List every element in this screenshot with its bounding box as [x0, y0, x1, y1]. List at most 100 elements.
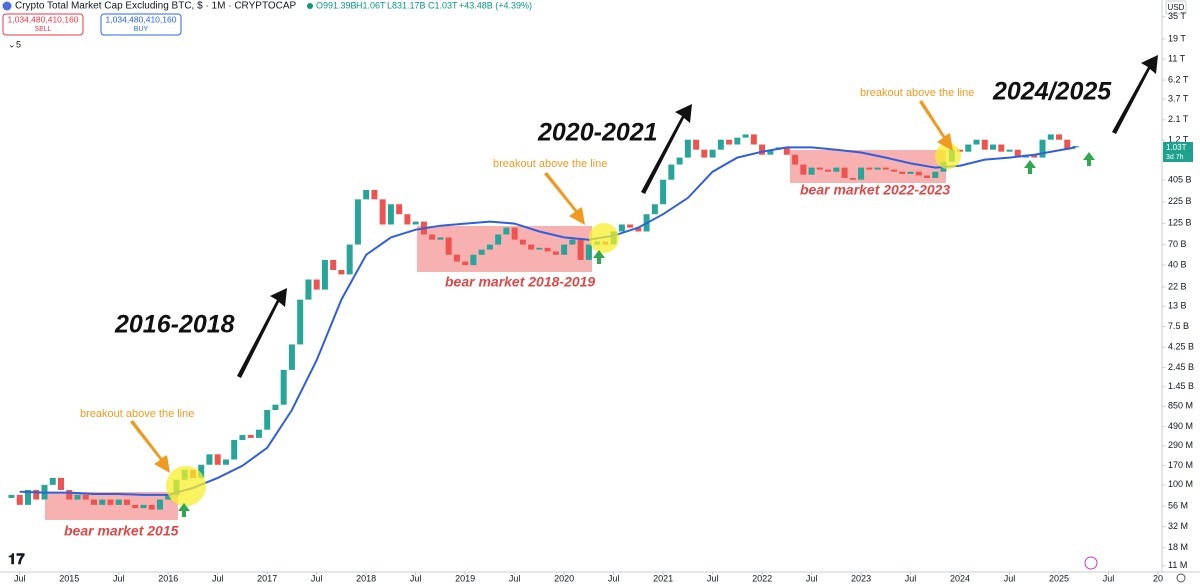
buy-button[interactable]: [100, 13, 182, 36]
candle: [660, 179, 667, 205]
candle: [371, 189, 378, 200]
y-tick-label: 2.45 B: [1168, 362, 1194, 372]
y-tick-label: 3.7 T: [1168, 93, 1189, 103]
quote-high: H1.06T: [356, 0, 386, 10]
settings-icon[interactable]: [1176, 573, 1186, 583]
candle: [404, 214, 411, 225]
candle: [305, 279, 312, 300]
sell-button[interactable]: [2, 13, 84, 36]
x-tick-label: 2025: [1049, 573, 1069, 583]
symbol-icon: [2, 1, 12, 11]
candle: [1056, 134, 1063, 140]
candle: [973, 139, 980, 145]
candle: [272, 404, 279, 410]
candle: [132, 504, 139, 509]
candle: [453, 254, 460, 262]
breakout-label: breakout above the line: [80, 408, 194, 420]
y-tick-label: 6.2 T: [1168, 74, 1189, 84]
up-marker: [1083, 152, 1095, 166]
breakout-arrow: [919, 100, 953, 151]
y-tick-label: 225 B: [1168, 196, 1192, 206]
candle: [734, 137, 741, 145]
x-tick-label: Jul: [113, 573, 125, 583]
trend-arrow: [237, 288, 287, 378]
indicators-count[interactable]: 5: [16, 39, 21, 49]
candle: [990, 144, 997, 150]
candle: [998, 144, 1005, 152]
candle: [750, 134, 757, 145]
breakout-label: breakout above the line: [860, 87, 974, 99]
quote-change: +43.48B (+4.39%): [459, 0, 532, 10]
y-tick-label: 2.1 T: [1168, 114, 1189, 124]
y-tick-label: 170 M: [1168, 460, 1193, 470]
candle: [627, 224, 634, 228]
candle: [816, 167, 823, 170]
breakout-circle: [589, 223, 619, 253]
candle: [445, 237, 452, 255]
quote-low: L831.17B: [387, 0, 426, 10]
candle: [932, 171, 939, 178]
y-tick-label: 18 M: [1168, 542, 1188, 552]
alert-icon[interactable]: [1084, 556, 1098, 570]
candle: [115, 499, 122, 505]
candle: [82, 494, 89, 500]
candle: [684, 139, 691, 158]
candle: [1039, 139, 1046, 158]
x-tick-label: 2022: [752, 573, 772, 583]
candle: [709, 149, 716, 158]
candle: [519, 239, 526, 245]
header: Crypto Total Market Cap Excluding BTC, $…: [2, 0, 532, 49]
x-tick-label: Jul: [608, 573, 620, 583]
y-tick-label: 4.25 B: [1168, 342, 1194, 352]
y-tick-label: 56 M: [1168, 501, 1188, 511]
candle: [330, 259, 337, 270]
quote-open: O991.39B: [316, 0, 357, 10]
quote-close: C1.03T: [428, 0, 458, 10]
candle: [924, 175, 931, 178]
candle: [849, 177, 856, 180]
market-status: [307, 3, 313, 9]
candle: [907, 171, 914, 174]
x-tick-label: Jul: [1103, 573, 1115, 583]
y-tick-label: 11 T: [1168, 53, 1186, 63]
y-tick-label: 19 T: [1168, 33, 1186, 43]
candle: [74, 494, 81, 500]
candle: [693, 139, 700, 150]
candle: [577, 239, 584, 260]
x-tick-label: Jul: [212, 573, 224, 583]
candle: [354, 199, 361, 245]
bear-label: bear market 2018-2019: [445, 274, 595, 290]
candle: [882, 167, 889, 170]
up-marker: [178, 503, 190, 517]
candle: [470, 254, 477, 266]
candle: [297, 299, 304, 345]
candle: [486, 244, 493, 250]
sell-label: SELL: [34, 26, 51, 33]
bear-label: bear market 2015: [64, 523, 179, 539]
candle: [618, 224, 625, 232]
price-tag: [1163, 142, 1193, 162]
candle: [16, 494, 23, 505]
candle: [874, 167, 881, 170]
highlights: [166, 143, 961, 506]
candle: [1072, 145, 1079, 148]
price-tag-countdown: 3d 7h: [1166, 154, 1184, 161]
candle: [841, 167, 848, 178]
candle: [247, 434, 254, 438]
x-tick-label: 2018: [356, 573, 376, 583]
candle: [140, 504, 147, 509]
candle: [635, 227, 642, 232]
trend-arrow: [641, 104, 692, 194]
candle: [511, 227, 518, 240]
currency-button[interactable]: [1165, 0, 1187, 15]
indicators-toggle[interactable]: ⌄: [8, 39, 16, 49]
candle: [379, 199, 386, 225]
candle: [462, 261, 469, 266]
y-tick-label: 22 B: [1168, 281, 1187, 291]
x-tick-label: 2015: [59, 573, 79, 583]
candle: [239, 434, 246, 440]
candle: [429, 234, 436, 240]
y-tick-label: 70 B: [1168, 239, 1187, 249]
candle: [57, 477, 64, 490]
candle: [792, 154, 799, 165]
